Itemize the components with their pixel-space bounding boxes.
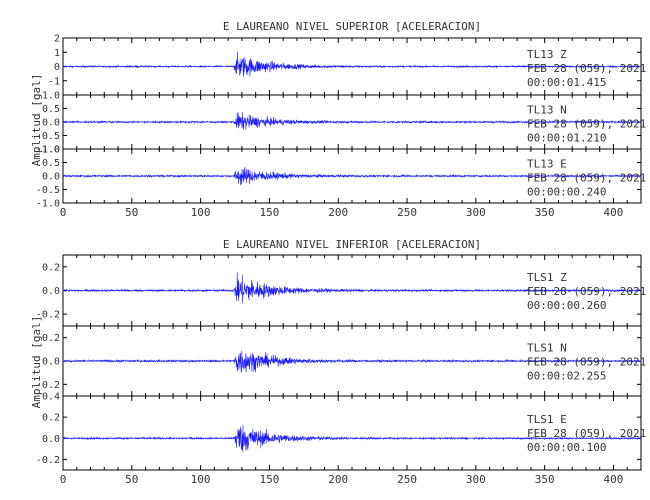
y-tick-label: -0.2 [36, 310, 60, 321]
waveform-trace [62, 51, 642, 77]
y-axis-label: Amplitud [gal] [30, 316, 43, 409]
x-tick-label: 250 [397, 206, 417, 219]
chart-panel-1: E LAUREANO NIVEL SUPERIOR [ACELERACION] A… [30, 20, 646, 219]
x-tick-label: 350 [535, 473, 555, 486]
channel-date: FEB 28 (059), 2021 [527, 355, 646, 368]
y-tick-label: 2 [54, 34, 60, 45]
y-tick-label: -1.0 [36, 145, 60, 156]
x-tick-label: 50 [125, 473, 138, 486]
x-tick-label: 50 [125, 206, 138, 219]
y-tick-label: 0.2 [42, 262, 60, 273]
x-tick-label: 150 [259, 206, 279, 219]
channel-station-component: TL13 Z [527, 48, 567, 61]
waveform-trace [62, 167, 642, 186]
channel-date: FEB 28 (059), 2021 [527, 118, 646, 131]
y-tick-label: 0.0 [42, 286, 60, 297]
waveform-trace [62, 272, 642, 304]
y-tick-label: -0.2 [36, 455, 60, 466]
y-tick-label: 1.0 [42, 145, 60, 156]
channel-time: 00:00:00.100 [527, 441, 606, 454]
x-tick-label: 300 [466, 473, 486, 486]
x-tick-label: 150 [259, 473, 279, 486]
channel-station-component: TL13 E [527, 158, 567, 171]
x-tick-label: 100 [191, 473, 211, 486]
channel-time: 00:00:00.260 [527, 299, 606, 312]
waveform-trace [62, 111, 642, 130]
y-tick-label: -0.5 [36, 131, 60, 142]
y-tick-label: 0.2 [42, 413, 60, 424]
channel-date: FEB 28 (059), 2021 [527, 172, 646, 185]
y-tick-label: 0.0 [42, 434, 60, 445]
waveform-trace [62, 350, 642, 373]
y-tick-label: -0.5 [36, 185, 60, 196]
x-tick-label: 200 [328, 473, 348, 486]
y-tick-label: 0.0 [42, 172, 60, 183]
y-tick-label: 0.2 [42, 333, 60, 344]
y-tick-label: 0.0 [42, 118, 60, 129]
y-axis-label: Amplitud [gal] [30, 74, 43, 167]
x-tick-label: 400 [604, 206, 624, 219]
x-tick-label: 250 [397, 473, 417, 486]
y-tick-label: 0.4 [42, 392, 60, 403]
channel-date: FEB 28 (059), 2021 [527, 427, 646, 440]
channel-time: 00:00:01.415 [527, 76, 606, 89]
chart-title: E LAUREANO NIVEL INFERIOR [ACELERACION] [223, 238, 481, 251]
chart-title: E LAUREANO NIVEL SUPERIOR [ACELERACION] [223, 20, 481, 33]
y-tick-label: 1 [54, 48, 60, 59]
channel-time: 00:00:02.255 [527, 369, 606, 382]
channel-station-component: TL13 N [527, 104, 567, 117]
channel-date: FEB 28 (059), 2021 [527, 285, 646, 298]
chart-panel-2: E LAUREANO NIVEL INFERIOR [ACELERACION] A… [30, 238, 646, 486]
y-tick-label: -1.0 [36, 199, 60, 210]
channel-station-component: TLS1 N [527, 341, 567, 354]
x-tick-label: 100 [191, 206, 211, 219]
x-tick-label: 0 [60, 206, 67, 219]
x-tick-label: 300 [466, 206, 486, 219]
y-tick-label: 0.0 [42, 357, 60, 368]
channel-station-component: TLS1 E [527, 413, 567, 426]
channel-date: FEB 28 (059), 2021 [527, 62, 646, 75]
y-tick-label: -1 [48, 76, 60, 87]
waveform-trace [62, 424, 642, 452]
channel-time: 00:00:01.210 [527, 132, 606, 145]
y-tick-label: 0.5 [42, 158, 60, 169]
x-tick-label: 400 [604, 473, 624, 486]
x-tick-label: 350 [535, 206, 555, 219]
y-tick-label: 1.0 [42, 91, 60, 102]
channel-station-component: TLS1 Z [527, 271, 567, 284]
channel-time: 00:00:00.240 [527, 186, 606, 199]
x-tick-label: 0 [60, 473, 67, 486]
y-tick-label: -0.2 [36, 380, 60, 391]
x-tick-label: 200 [328, 206, 348, 219]
y-tick-label: 0 [54, 62, 60, 73]
y-tick-label: 0.5 [42, 104, 60, 115]
